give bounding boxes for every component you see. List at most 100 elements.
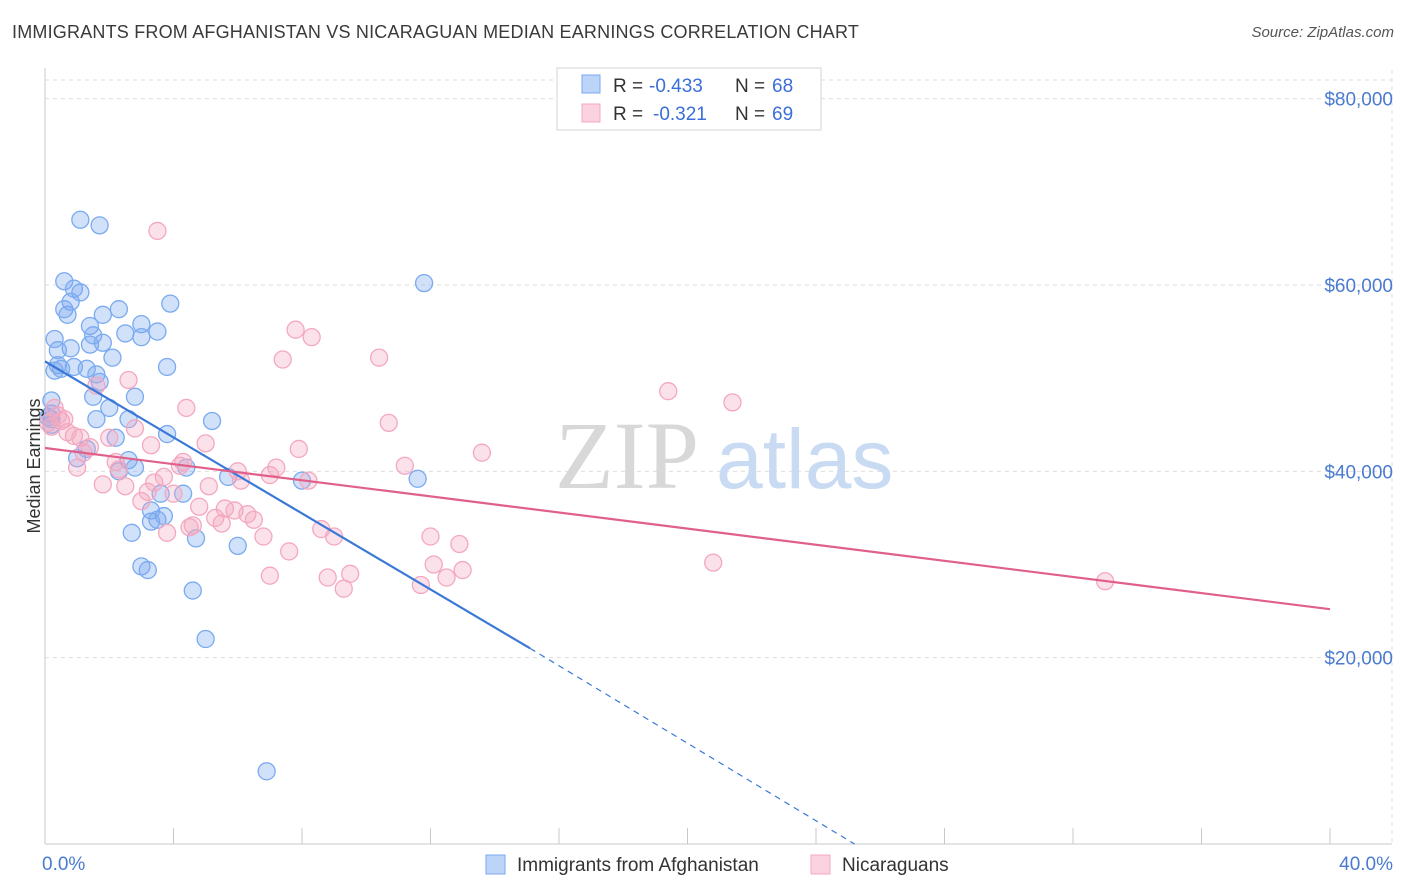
afghanistan-point-64: [408, 469, 427, 488]
afghanistan-point-15: [71, 283, 90, 302]
nicaraguan-point-4: [51, 411, 71, 431]
nicaraguan-point-25: [154, 467, 174, 487]
afghanistan-point-17: [71, 210, 90, 229]
legend-n-label-2: N =: [735, 104, 765, 125]
legend-r-value-2: -0.321: [653, 104, 707, 125]
y-tick-label-0: $20,000: [1324, 649, 1393, 670]
y-axis-label: Median Earnings: [24, 398, 44, 533]
afghanistan-point-56: [183, 581, 202, 600]
nicaraguan-point-7: [64, 426, 84, 446]
nicaraguan-point-32: [183, 516, 202, 535]
bottom-swatch-afghanistan: [485, 854, 506, 875]
correlation-legend: R = -0.433 N = 68 R = -0.321 N = 69: [556, 67, 822, 131]
afghanistan-point-24: [87, 409, 106, 429]
afghanistan-point-8: [55, 300, 74, 319]
nicaraguan-point-13: [93, 475, 112, 494]
nicaraguan-point-71: [723, 393, 742, 412]
nicaraguan-point-53: [302, 328, 321, 347]
chart-source: Source: ZipAtlas.com: [1251, 24, 1394, 41]
afghanistan-point-43: [132, 328, 151, 347]
nicaraguan-point-29: [173, 452, 193, 472]
nicaraguan-point-51: [289, 439, 308, 459]
nicaraguan-point-16: [109, 460, 129, 479]
watermark-atlas: atlas: [716, 412, 893, 506]
nicaraguan-point-49: [279, 542, 299, 561]
y-tick-labels: $20,000 $40,000 $60,000 $80,000: [1324, 90, 1393, 670]
afghanistan-point-28: [93, 305, 112, 324]
legend-swatch-nicaraguans: [581, 103, 601, 123]
chart-title: IMMIGRANTS FROM AFGHANISTAN VS NICARAGUA…: [12, 22, 860, 42]
y-tick-label-2: $60,000: [1324, 276, 1393, 297]
trend-lines: [44, 360, 1331, 845]
nicaraguan-point-66: [450, 534, 469, 554]
nicaraguan-point-37: [212, 514, 231, 533]
nicaraguan-point-18: [119, 370, 138, 390]
afghanistan-point-39: [125, 387, 145, 406]
bottom-legend-afghanistan: Immigrants from Afghanistan: [517, 855, 759, 876]
nicaraguan-point-45: [260, 566, 280, 585]
nicaraguan-point-14: [100, 428, 119, 447]
nicaraguan-point-44: [254, 527, 273, 546]
afghanistan-point-38: [122, 523, 141, 542]
nicaraguan-point-9: [71, 428, 90, 447]
legend-r-value-1: -0.433: [649, 76, 703, 97]
nicaraguan-point-61: [395, 456, 414, 475]
afghanistan-point-29: [93, 333, 112, 352]
afghanistan-point-62: [257, 762, 276, 781]
y-tick-label-3: $80,000: [1324, 90, 1393, 111]
afghanistan-point-34: [109, 300, 129, 319]
afghanistan-point-32: [106, 428, 125, 447]
nicaraguan-point-60: [379, 413, 398, 433]
nicaraguan-point-34: [196, 434, 215, 453]
nicaraguan-point-68: [472, 443, 492, 462]
afghanistan-point-22: [84, 326, 103, 345]
bottom-legend-nicaraguans: Nicaraguans: [842, 855, 949, 876]
afghanistan-point-54: [173, 484, 193, 503]
nicaraguan-point-11: [80, 437, 100, 457]
afghanistan-point-58: [196, 629, 215, 649]
afghanistan-point-50: [154, 506, 174, 526]
afghanistan-point-31: [103, 348, 122, 367]
watermark: ZIP atlas: [555, 402, 893, 509]
nicaraguan-point-27: [164, 484, 183, 503]
nicaraguan-point-22: [141, 436, 161, 455]
x-tick-label-0: 0.0%: [42, 854, 85, 875]
nicaraguan-point-67: [453, 560, 472, 580]
nicaraguan-point-26: [157, 523, 177, 542]
nicaraguan-point-69: [659, 382, 678, 401]
afghanistan-point-40: [125, 458, 145, 477]
afghanistan-trend-line: [44, 360, 531, 650]
legend-swatch-afghanistan: [581, 74, 601, 94]
afghanistan-point-12: [61, 339, 80, 358]
legend-n-value-2: 69: [772, 104, 793, 125]
data-points: [39, 210, 1115, 781]
afghanistan-point-61: [228, 536, 247, 556]
nicaraguan-point-19: [125, 419, 145, 438]
nicaraguan-point-24: [148, 221, 167, 241]
nicaraguan-point-48: [273, 350, 292, 369]
afghanistan-trend-extension: [529, 647, 855, 845]
nicaraguan-point-35: [199, 477, 218, 496]
nicaraguan-point-47: [267, 458, 286, 477]
x-tick-labels: 0.0% 40.0%: [42, 854, 1393, 875]
afghanistan-point-59: [202, 411, 222, 431]
afghanistan-point-35: [116, 324, 135, 343]
grid-lines: [45, 70, 1393, 844]
nicaraguan-point-65: [437, 568, 456, 587]
afghanistan-point-26: [90, 216, 109, 235]
afghanistan-point-48: [148, 322, 167, 341]
nicaraguan-point-64: [424, 555, 443, 574]
y-tick-label-1: $40,000: [1324, 462, 1393, 483]
x-tick-label-1: 40.0%: [1339, 854, 1393, 875]
nicaraguan-point-30: [177, 398, 196, 418]
afghanistan-point-9: [55, 272, 74, 291]
nicaraguan-point-43: [244, 510, 263, 529]
afghanistan-point-18: [77, 359, 96, 378]
series-legend: Immigrants from Afghanistan Nicaraguans: [485, 854, 949, 876]
nicaraguan-point-23: [145, 473, 164, 492]
afghanistan-point-67: [45, 361, 64, 380]
nicaraguan-point-33: [190, 497, 209, 516]
afghanistan-point-41: [132, 314, 151, 334]
nicaraguan-point-63: [421, 527, 440, 546]
